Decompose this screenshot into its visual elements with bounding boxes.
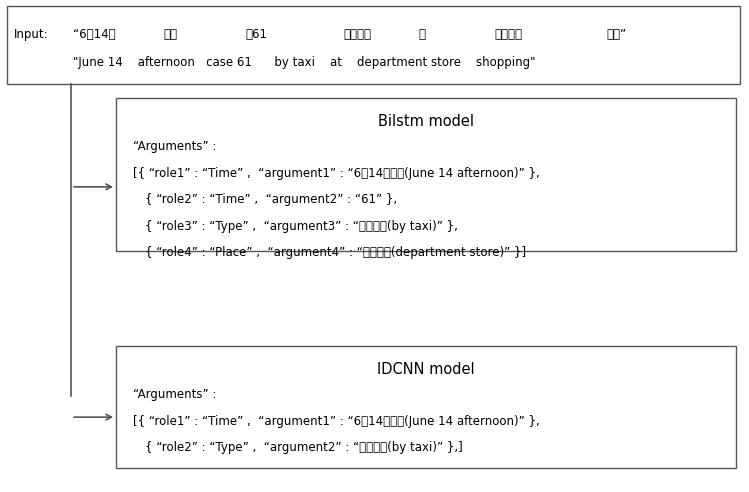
Text: “6月14日: “6月14日 xyxy=(73,28,116,41)
Text: “Arguments” :: “Arguments” : xyxy=(133,140,216,153)
Text: { “role4” : “Place” ,  “argument4” : “百货大楼(department store)” }]: { “role4” : “Place” , “argument4” : “百货大… xyxy=(145,246,526,259)
Text: 百货大楼: 百货大楼 xyxy=(494,28,522,41)
FancyBboxPatch shape xyxy=(116,346,736,468)
Text: 购物”: 购物” xyxy=(607,28,627,41)
Text: 下午: 下午 xyxy=(163,28,178,41)
Text: { “role3” : “Type” ,  “argument3” : “乘出租车(by taxi)” },: { “role3” : “Type” , “argument3” : “乘出租车… xyxy=(145,220,458,233)
Text: IDCNN model: IDCNN model xyxy=(377,362,475,377)
FancyBboxPatch shape xyxy=(7,6,740,84)
Text: { “role2” : “Time” ,  “argument2” : “61” },: { “role2” : “Time” , “argument2” : “61” … xyxy=(145,193,397,206)
Text: Bilstm model: Bilstm model xyxy=(378,114,474,129)
Text: Input:: Input: xyxy=(13,28,48,41)
Text: "June 14    afternoon   case 61      by taxi    at    department store    shoppi: "June 14 afternoon case 61 by taxi at de… xyxy=(73,56,536,69)
Text: [{ “role1” : “Time” ,  “argument1” : “6月14日下午(June 14 afternoon)” },: [{ “role1” : “Time” , “argument1” : “6月1… xyxy=(133,167,539,180)
Text: 症61: 症61 xyxy=(246,28,267,41)
Text: 在: 在 xyxy=(418,28,425,41)
Text: “Arguments” :: “Arguments” : xyxy=(133,388,216,401)
Text: 乘出租车: 乘出租车 xyxy=(343,28,371,41)
Text: [{ “role1” : “Time” ,  “argument1” : “6月14日下午(June 14 afternoon)” },: [{ “role1” : “Time” , “argument1” : “6月1… xyxy=(133,415,539,428)
Text: { “role2” : “Type” ,  “argument2” : “乘出租车(by taxi)” },]: { “role2” : “Type” , “argument2” : “乘出租车… xyxy=(145,441,462,454)
FancyBboxPatch shape xyxy=(116,98,736,251)
